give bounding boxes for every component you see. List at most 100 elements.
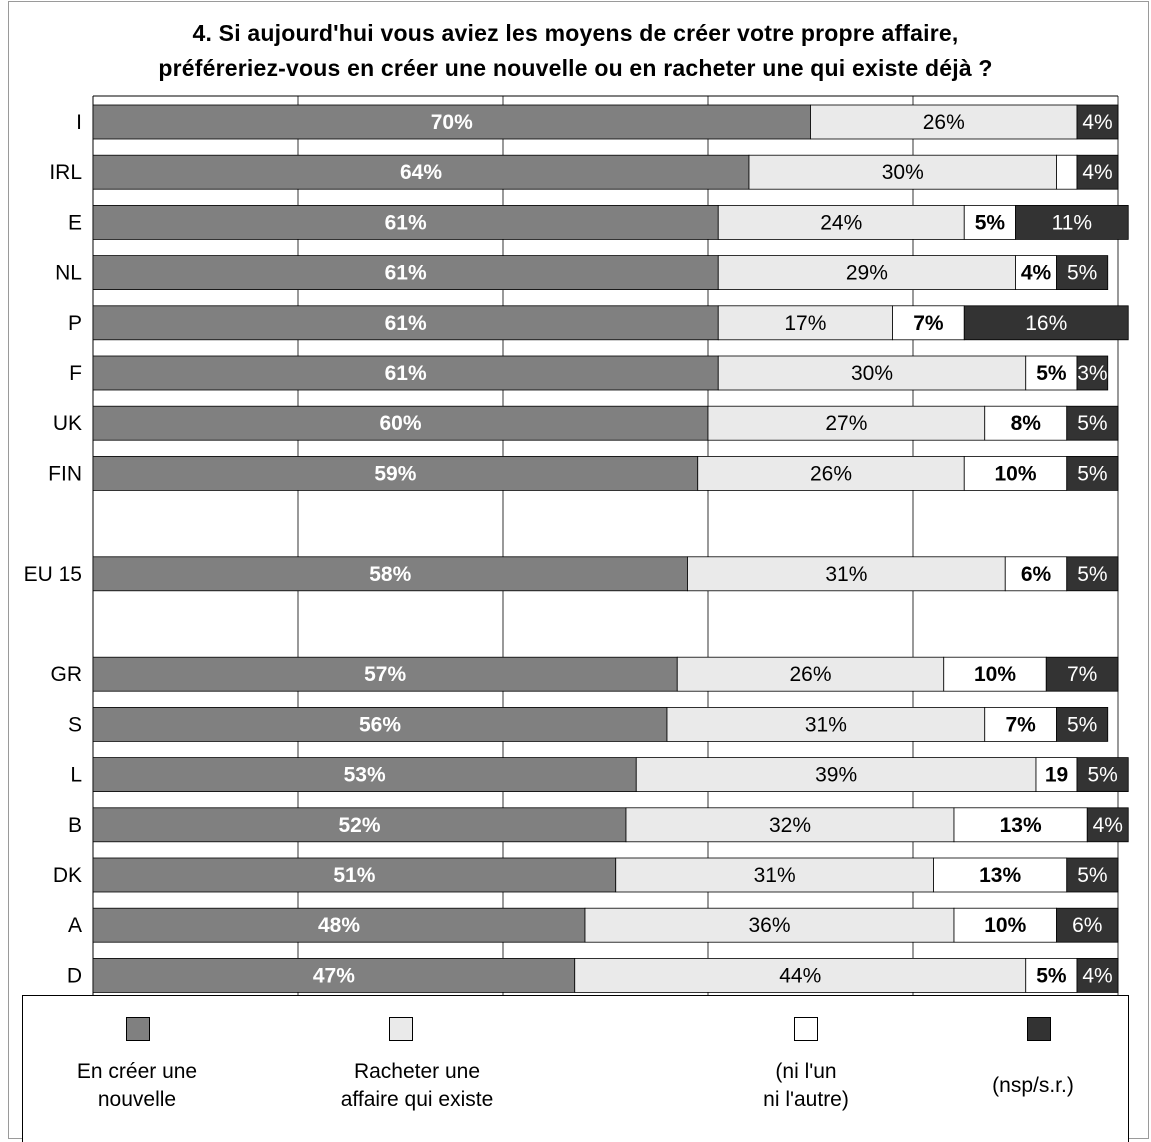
data-label-p-en-cr-er-une-nouvelle: 61% [385,312,427,335]
data-label-nl-nsp-s-r: 5% [1067,262,1097,285]
bar-i-racheter-une-affaire-qui-existe [810,104,1078,140]
data-label-irl-racheter-une-affaire-qui-existe: 30% [882,161,924,184]
data-label-eu-15-ni-l-un-ni-l-autre: 6% [1021,563,1052,586]
legend: En créer une nouvelle Racheter une affai… [22,995,1129,1142]
bar-p-racheter-une-affaire-qui-existe [717,305,893,341]
data-label-e-en-cr-er-une-nouvelle: 61% [385,211,427,234]
legend-label-dk: (nsp/s.r.) [992,1074,1074,1097]
legend-swatch-dk [1027,1017,1051,1041]
bar-gr-nsp-s-r [1045,656,1119,692]
data-label-nl-en-cr-er-une-nouvelle: 61% [385,262,427,285]
data-label-dk-nsp-s-r: 5% [1077,864,1107,887]
category-label-l: L [70,764,82,787]
bar-l-ni-l-un-ni-l-autre [1035,757,1078,792]
bar-b-racheter-une-affaire-qui-existe [625,807,955,843]
data-label-f-racheter-une-affaire-qui-existe: 30% [851,362,893,385]
data-label-fin-ni-l-un-ni-l-autre: 10% [994,462,1036,485]
bar-s-ni-l-un-ni-l-autre [984,707,1057,742]
bar-uk-nsp-s-r [1066,405,1119,441]
bar-uk-racheter-une-affaire-qui-existe [707,405,986,441]
legend-swatch-buy [389,1017,413,1041]
category-label-f: F [69,362,82,385]
bar-gr-ni-l-un-ni-l-autre [943,656,1047,692]
bar-uk-ni-l-un-ni-l-autre [984,405,1068,441]
category-label-irl: IRL [49,161,82,184]
legend-swatch-new [126,1017,150,1041]
data-label-a-en-cr-er-une-nouvelle: 48% [318,914,360,937]
bar-irl-racheter-une-affaire-qui-existe [748,154,1057,190]
data-label-b-nsp-s-r: 4% [1093,814,1123,837]
data-label-irl-en-cr-er-une-nouvelle: 64% [400,161,442,184]
data-label-nl-ni-l-un-ni-l-autre: 4% [1021,262,1052,285]
data-label-gr-nsp-s-r: 7% [1067,663,1097,686]
data-label-uk-ni-l-un-ni-l-autre: 8% [1011,412,1042,435]
data-label-eu-15-racheter-une-affaire-qui-existe: 31% [825,563,867,586]
bar-irl-en-cr-er-une-nouvelle [92,154,750,190]
category-label-gr: GR [51,663,83,686]
data-label-s-nsp-s-r: 5% [1067,713,1097,736]
data-label-uk-nsp-s-r: 5% [1077,412,1107,435]
data-label-a-ni-l-un-ni-l-autre: 10% [984,914,1026,937]
bar-f-racheter-une-affaire-qui-existe [717,355,1027,391]
data-label-f-en-cr-er-une-nouvelle: 61% [385,362,427,385]
bar-dk-nsp-s-r [1066,857,1119,893]
data-label-uk-en-cr-er-une-nouvelle: 60% [379,412,421,435]
bar-s-nsp-s-r [1056,707,1109,742]
bar-nl-en-cr-er-une-nouvelle [92,255,719,291]
bar-dk-racheter-une-affaire-qui-existe [615,857,934,893]
bar-p-en-cr-er-une-nouvelle [92,305,719,341]
bar-l-racheter-une-affaire-qui-existe [635,757,1037,792]
data-label-l-ni-l-un-ni-l-autre: 19 [1045,764,1068,787]
bar-s-en-cr-er-une-nouvelle [92,707,668,742]
data-label-s-ni-l-un-ni-l-autre: 7% [1005,713,1036,736]
bar-irl-nsp-s-r [1076,154,1119,190]
bar-fin-racheter-une-affaire-qui-existe [697,455,965,491]
bar-fin-ni-l-un-ni-l-autre [963,455,1068,491]
category-label-p: P [68,312,82,335]
bar-a-nsp-s-r [1056,907,1119,943]
chart-title: 4. Si aujourd'hui vous aviez les moyens … [0,16,1151,86]
bar-p-nsp-s-r [963,305,1129,341]
data-label-fin-en-cr-er-une-nouvelle: 59% [374,462,416,485]
data-label-s-racheter-une-affaire-qui-existe: 31% [805,713,847,736]
data-label-f-ni-l-un-ni-l-autre: 5% [1036,362,1067,385]
data-label-gr-en-cr-er-une-nouvelle: 57% [364,663,406,686]
data-label-s-en-cr-er-une-nouvelle: 56% [359,713,401,736]
bar-b-nsp-s-r [1086,807,1129,843]
data-label-b-racheter-une-affaire-qui-existe: 32% [769,814,811,837]
bar-e-racheter-une-affaire-qui-existe [717,204,965,240]
stacked-bar-chart: I 70% 26% 4% IRL 64% 30% 4% E 61% 24% 5% 11% NL 61% 29%… [24,95,1129,996]
bar-d-en-cr-er-une-nouvelle [92,958,576,993]
category-label-s: S [68,713,82,736]
chart-title-line-1: 4. Si aujourd'hui vous aviez les moyens … [192,20,959,46]
data-label-fin-racheter-une-affaire-qui-existe: 26% [810,462,852,485]
bar-gr-racheter-une-affaire-qui-existe [676,656,945,692]
data-label-b-en-cr-er-une-nouvelle: 52% [338,814,380,837]
data-label-dk-ni-l-un-ni-l-autre: 13% [979,864,1021,887]
bar-uk-en-cr-er-une-nouvelle [92,405,709,441]
bar-eu-15-nsp-s-r [1066,556,1119,592]
data-label-gr-ni-l-un-ni-l-autre: 10% [974,663,1016,686]
data-label-a-racheter-une-affaire-qui-existe: 36% [748,914,790,937]
legend-label-buy: Racheter une affaire qui existe [340,1060,494,1111]
category-label-nl: NL [55,262,82,285]
data-label-b-ni-l-un-ni-l-autre: 13% [1000,814,1042,837]
bar-i-nsp-s-r [1076,104,1119,140]
bar-d-ni-l-un-ni-l-autre [1025,958,1078,993]
bar-fin-en-cr-er-une-nouvelle [92,455,699,491]
data-label-i-racheter-une-affaire-qui-existe: 26% [923,111,965,134]
category-label-b: B [68,814,82,837]
data-label-p-ni-l-un-ni-l-autre: 7% [913,312,944,335]
bar-a-en-cr-er-une-nouvelle [92,907,586,943]
category-label-uk: UK [53,412,82,435]
data-label-d-racheter-une-affaire-qui-existe: 44% [779,964,821,987]
data-label-dk-en-cr-er-une-nouvelle: 51% [333,864,375,887]
data-label-l-en-cr-er-une-nouvelle: 53% [344,764,386,787]
bar-s-racheter-une-affaire-qui-existe [666,707,986,742]
data-label-fin-nsp-s-r: 5% [1077,462,1107,485]
data-label-p-racheter-une-affaire-qui-existe: 17% [784,312,826,335]
bar-nl-nsp-s-r [1056,255,1109,291]
data-label-uk-racheter-une-affaire-qui-existe: 27% [825,412,867,435]
bar-dk-ni-l-un-ni-l-autre [933,857,1068,893]
legend-swatch-neither [794,1017,818,1041]
